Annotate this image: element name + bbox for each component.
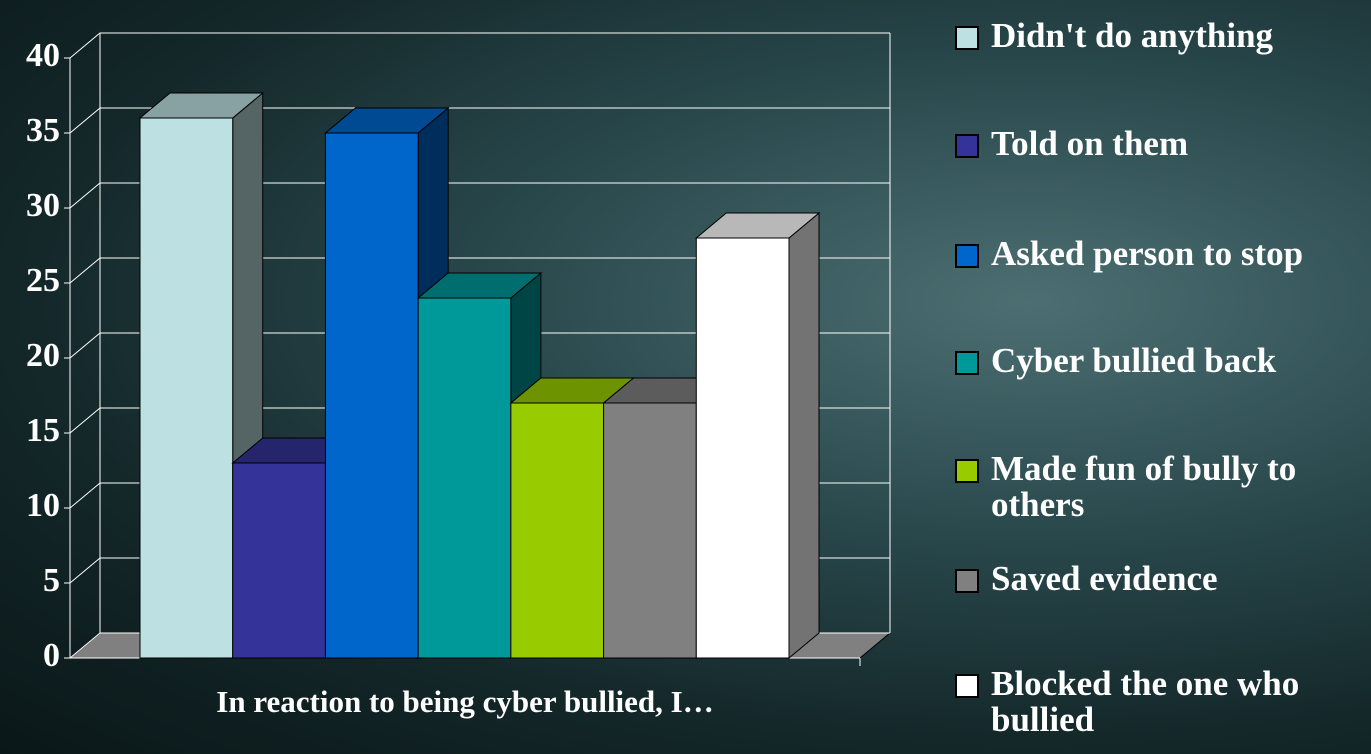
legend-swatch bbox=[955, 569, 979, 593]
legend-item: Didn't do anything bbox=[955, 18, 1365, 54]
bar bbox=[232, 462, 326, 659]
y-tick-label: 35 bbox=[26, 112, 60, 149]
legend-swatch bbox=[955, 459, 979, 483]
legend-swatch bbox=[955, 674, 979, 698]
bar bbox=[510, 402, 605, 659]
y-tick-label: 5 bbox=[43, 562, 60, 599]
bar bbox=[695, 237, 790, 659]
legend-item: Told on them bbox=[955, 126, 1365, 162]
legend-label: Made fun of bully to others bbox=[991, 449, 1297, 524]
y-tick-label: 25 bbox=[26, 262, 60, 299]
legend-item: Blocked the one who bullied bbox=[955, 666, 1365, 738]
y-tick-label: 15 bbox=[26, 412, 60, 449]
bar-side bbox=[788, 211, 820, 660]
bar bbox=[324, 132, 419, 659]
legend-label: Saved evidence bbox=[991, 559, 1218, 598]
legend-label: Told on them bbox=[991, 124, 1189, 163]
legend-item: Asked person to stop bbox=[955, 236, 1365, 272]
y-tick-label: 40 bbox=[26, 37, 60, 74]
chart: 0 5 10 15 20 25 30 35 40 In reaction to being cyb… bbox=[26, 32, 892, 719]
grid-line bbox=[69, 32, 890, 59]
legend-label: Didn't do anything bbox=[991, 16, 1274, 55]
legend-item: Saved evidence bbox=[955, 561, 1365, 597]
legend-item: Cyber bullied back bbox=[955, 343, 1365, 379]
legend-label: Asked person to stop bbox=[991, 234, 1304, 273]
x-axis-label: In reaction to being cyber bullied, I… bbox=[216, 684, 713, 719]
legend-swatch bbox=[955, 244, 979, 268]
legend-swatch bbox=[955, 134, 979, 158]
legend: Didn't do anything Told on them Asked pers… bbox=[935, 18, 1365, 754]
y-tick-label: 10 bbox=[26, 487, 60, 524]
y-tick-label: 0 bbox=[43, 637, 60, 674]
legend-swatch bbox=[955, 26, 979, 50]
legend-label: Blocked the one who bullied bbox=[991, 664, 1300, 739]
y-tick-label: 30 bbox=[26, 187, 60, 224]
legend-swatch bbox=[955, 351, 979, 375]
legend-item: Made fun of bully to others bbox=[955, 451, 1365, 523]
legend-label: Cyber bullied back bbox=[991, 341, 1277, 380]
bar bbox=[603, 402, 697, 659]
y-tick-label: 20 bbox=[26, 337, 60, 374]
bar bbox=[139, 117, 234, 659]
bar bbox=[417, 297, 512, 659]
